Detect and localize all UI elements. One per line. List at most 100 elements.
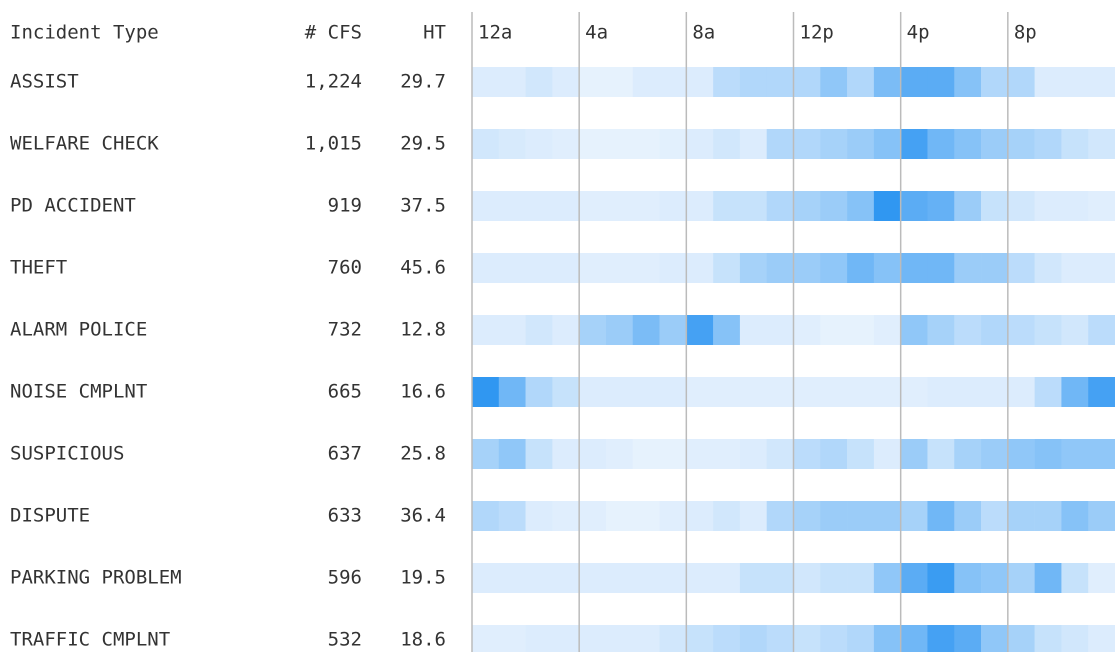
heat-cell — [552, 315, 580, 345]
heat-cell — [954, 439, 982, 469]
heat-cell — [472, 625, 500, 652]
heat-cell — [739, 439, 768, 469]
heat-cell — [873, 129, 901, 159]
heat-cell — [686, 315, 714, 345]
hour-label: 4a — [585, 22, 608, 44]
heat-cell — [1061, 253, 1089, 283]
incident-type: SUSPICIOUS — [10, 443, 124, 465]
heat-cell — [1061, 501, 1089, 531]
heat-cell — [766, 129, 794, 159]
heat-cell — [847, 315, 875, 345]
hour-label: 8p — [1014, 22, 1037, 44]
heat-cell — [472, 377, 500, 407]
heat-cell — [847, 377, 875, 407]
incident-type: PARKING PROBLEM — [10, 567, 182, 589]
heat-cell — [900, 501, 928, 531]
handle-time: 12.8 — [400, 319, 446, 341]
heat-cell — [1088, 563, 1115, 593]
heat-cell — [498, 253, 526, 283]
handle-time: 19.5 — [400, 567, 446, 589]
heat-cell — [579, 315, 607, 345]
heat-cell — [766, 377, 794, 407]
handle-time: 18.6 — [400, 629, 446, 651]
heat-cell — [981, 253, 1009, 283]
heat-cell — [1007, 67, 1035, 97]
heat-cell — [954, 315, 982, 345]
heat-cell — [847, 563, 875, 593]
heat-cell — [1007, 191, 1035, 221]
heat-cell — [579, 625, 607, 652]
heat-cell — [605, 129, 634, 159]
heat-cell — [605, 67, 634, 97]
heat-cell — [579, 253, 607, 283]
heat-cell — [820, 191, 848, 221]
heat-cell — [1061, 129, 1089, 159]
heat-cell — [713, 439, 741, 469]
heat-cell — [739, 253, 768, 283]
heat-cell — [605, 625, 634, 652]
heat-cell — [793, 253, 821, 283]
heat-cell — [900, 377, 928, 407]
heat-cell — [686, 501, 714, 531]
heat-cell — [1088, 625, 1115, 652]
heat-cell — [579, 501, 607, 531]
heat-cell — [686, 67, 714, 97]
incident-type: PD ACCIDENT — [10, 195, 136, 217]
cfs-count: 532 — [328, 629, 362, 651]
heat-cell — [659, 67, 687, 97]
heat-cell — [632, 625, 660, 652]
heat-cell — [1034, 253, 1062, 283]
heat-cell — [900, 315, 928, 345]
heat-cell — [1034, 315, 1062, 345]
heat-cell — [820, 439, 848, 469]
heat-cell — [900, 439, 928, 469]
heat-cell — [605, 377, 634, 407]
heat-cell — [981, 439, 1009, 469]
heat-cell — [739, 67, 768, 97]
heat-cell — [766, 67, 794, 97]
heat-cell — [579, 67, 607, 97]
heat-cell — [472, 253, 500, 283]
heat-cell — [793, 563, 821, 593]
heat-cell — [632, 315, 660, 345]
cfs-count: 1,015 — [305, 133, 362, 155]
heat-cell — [713, 253, 741, 283]
heat-cell — [1007, 563, 1035, 593]
heat-cell — [1007, 129, 1035, 159]
incident-type: ALARM POLICE — [10, 319, 147, 341]
heat-cell — [579, 191, 607, 221]
heat-cell — [632, 129, 660, 159]
incident-type: WELFARE CHECK — [10, 133, 159, 155]
heat-cell — [632, 377, 660, 407]
heat-cell — [820, 315, 848, 345]
heat-cell — [847, 129, 875, 159]
heat-cell — [713, 563, 741, 593]
heat-cell — [498, 625, 526, 652]
heat-cell — [632, 563, 660, 593]
heat-cell — [659, 129, 687, 159]
heat-cell — [659, 501, 687, 531]
heat-cell — [766, 439, 794, 469]
heat-cell — [927, 501, 955, 531]
heat-cell — [1007, 253, 1035, 283]
heat-cell — [900, 191, 928, 221]
heat-cell — [552, 501, 580, 531]
heat-cell — [927, 67, 955, 97]
heat-cell — [1088, 501, 1115, 531]
heat-cell — [793, 501, 821, 531]
heat-cell — [739, 625, 768, 652]
heat-cell — [1034, 67, 1062, 97]
heat-cell — [659, 315, 687, 345]
heat-cell — [873, 67, 901, 97]
heat-cell — [873, 377, 901, 407]
heat-cell — [713, 377, 741, 407]
heat-cell — [632, 253, 660, 283]
heat-cell — [847, 191, 875, 221]
heat-cell — [713, 625, 741, 652]
heat-cell — [552, 439, 580, 469]
heat-cell — [1034, 191, 1062, 221]
heat-cell — [605, 439, 634, 469]
heat-cell — [472, 501, 500, 531]
heat-cell — [820, 501, 848, 531]
heat-cell — [498, 315, 526, 345]
